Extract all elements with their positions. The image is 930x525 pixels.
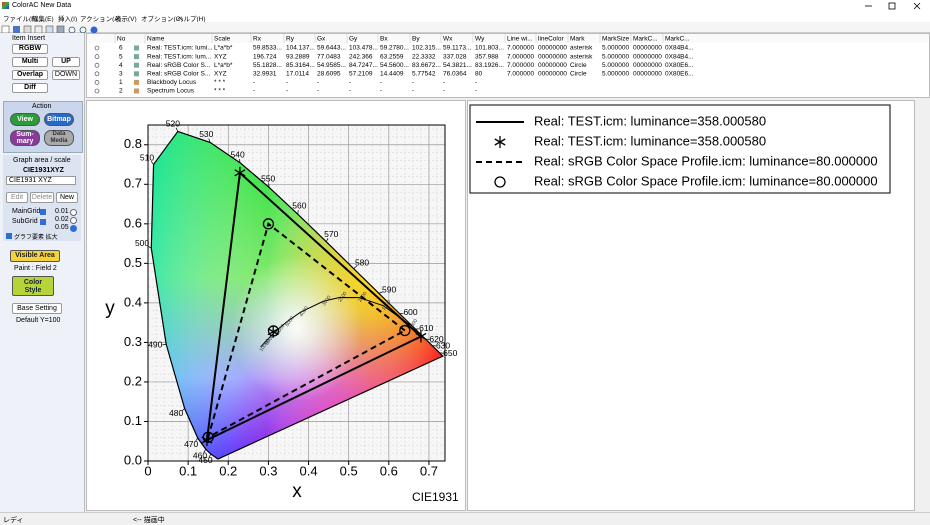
wavelength-label: 560: [292, 200, 306, 210]
y-tick-label: 0.7: [124, 176, 142, 191]
x-tick-label: 0: [144, 463, 151, 478]
wavelength-label: 520: [166, 119, 180, 129]
status-bar: レディ <-- 描画中: [0, 512, 930, 524]
legend-label: Real: TEST.icm: luminance=358.000580: [534, 113, 766, 128]
wavelength-label: 550: [261, 174, 275, 184]
wavelength-label: 470: [184, 439, 198, 449]
wavelength-label: 600: [403, 307, 417, 317]
x-tick-label: 0.2: [219, 463, 237, 478]
y-tick-label: 0.2: [124, 373, 142, 388]
wavelength-label: 530: [199, 129, 213, 139]
y-tick-label: 0.6: [124, 215, 142, 230]
wavelength-label: 460: [193, 450, 207, 460]
y-tick-label: 0.4: [124, 294, 142, 309]
status-text: <-- 描画中: [133, 515, 165, 525]
wavelength-label: 570: [324, 229, 338, 239]
x-tick-label: 0.4: [300, 463, 318, 478]
x-tick-label: 0.3: [259, 463, 277, 478]
y-tick-label: 0.1: [124, 413, 142, 428]
wavelength-label: 540: [231, 149, 245, 159]
x-tick-label: 0.6: [380, 463, 398, 478]
wavelength-label: 580: [355, 258, 369, 268]
wavelength-label: 510: [140, 152, 154, 162]
chart: 0 0.1 0.2 0.3 0.4 0.5 0.6 0.7 0.0 0.1 0.2 0.3 0.4 0.5…: [0, 0, 930, 512]
x-tick-label: 0.1: [179, 463, 197, 478]
y-tick-label: 0.3: [124, 334, 142, 349]
legend-label: Real: TEST.icm: luminance=358.000580: [534, 133, 766, 148]
wavelength-label: 500: [135, 238, 149, 248]
y-tick-label: 0.8: [124, 136, 142, 151]
wavelength-label: 590: [382, 285, 396, 295]
y-tick-label: 0.5: [124, 255, 142, 270]
x-axis-label: x: [292, 481, 302, 502]
y-tick-label: 0.0: [124, 452, 142, 467]
wavelength-label: 480: [169, 408, 183, 418]
chart-caption: CIE1931: [412, 490, 459, 504]
y-axis-label: y: [105, 298, 115, 319]
x-tick-label: 0.5: [340, 463, 358, 478]
legend-label: Real: sRGB Color Space Profile.icm: lumi…: [534, 173, 878, 188]
status-text: レディ: [3, 515, 24, 525]
wavelength-label: 490: [148, 340, 162, 350]
x-tick-label: 0.7: [420, 463, 438, 478]
legend-label: Real: sRGB Color Space Profile.icm: lumi…: [534, 153, 878, 168]
